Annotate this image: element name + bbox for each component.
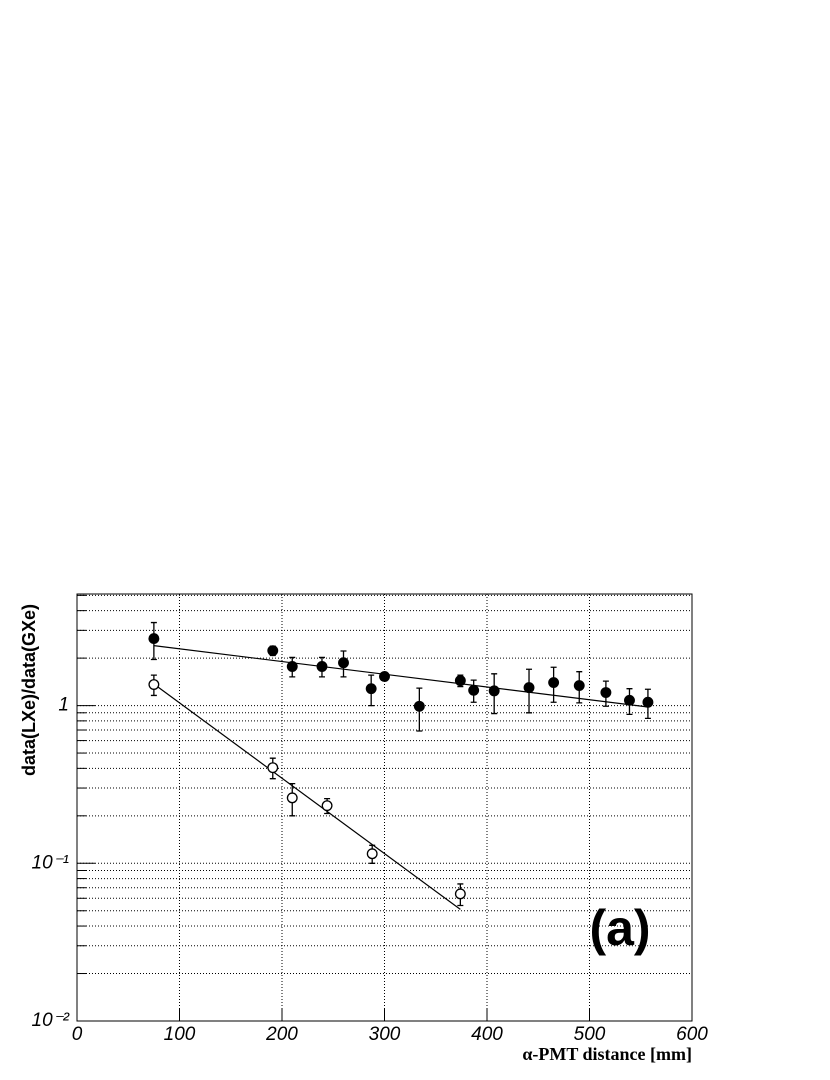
fit-line [153,683,461,910]
data-point [523,682,535,694]
data-point [267,762,279,774]
data-point [316,661,328,672]
data-point [548,677,560,688]
data-point [286,661,298,672]
data-point [642,696,654,708]
x-tick-label: 600 [676,1024,708,1045]
y-tick-label: 10⁻² [32,1010,70,1031]
x-tick-label: 100 [164,1024,196,1045]
data-point [148,633,160,645]
data-point [413,700,425,712]
data-point [454,888,466,900]
data-point [468,684,480,696]
y-axis-title: data(LXe)/data(GXe) [19,604,39,776]
fit-line [153,645,648,708]
data-point [365,683,377,695]
data-point [488,685,500,697]
data-point [624,694,635,706]
annotation: (a) [589,900,650,956]
data-point [366,848,378,860]
x-tick-label: 400 [471,1024,503,1045]
data-point [338,657,349,669]
data-point [600,687,612,698]
x-tick-label: 0 [72,1024,83,1045]
data-point [286,792,298,804]
data-point [454,675,466,687]
x-tick-label: 500 [574,1024,606,1045]
x-tick-label: 200 [265,1024,298,1045]
data-point [321,800,333,812]
x-axis-title: α-PMT distance [mm] [522,1044,692,1064]
x-tick-label: 300 [369,1024,401,1045]
data-point [379,671,390,682]
data-point [148,679,160,690]
data-point [573,680,585,691]
data-point [267,645,279,657]
y-tick-label: 10⁻¹ [32,852,70,873]
y-tick-label: 1 [58,695,69,716]
